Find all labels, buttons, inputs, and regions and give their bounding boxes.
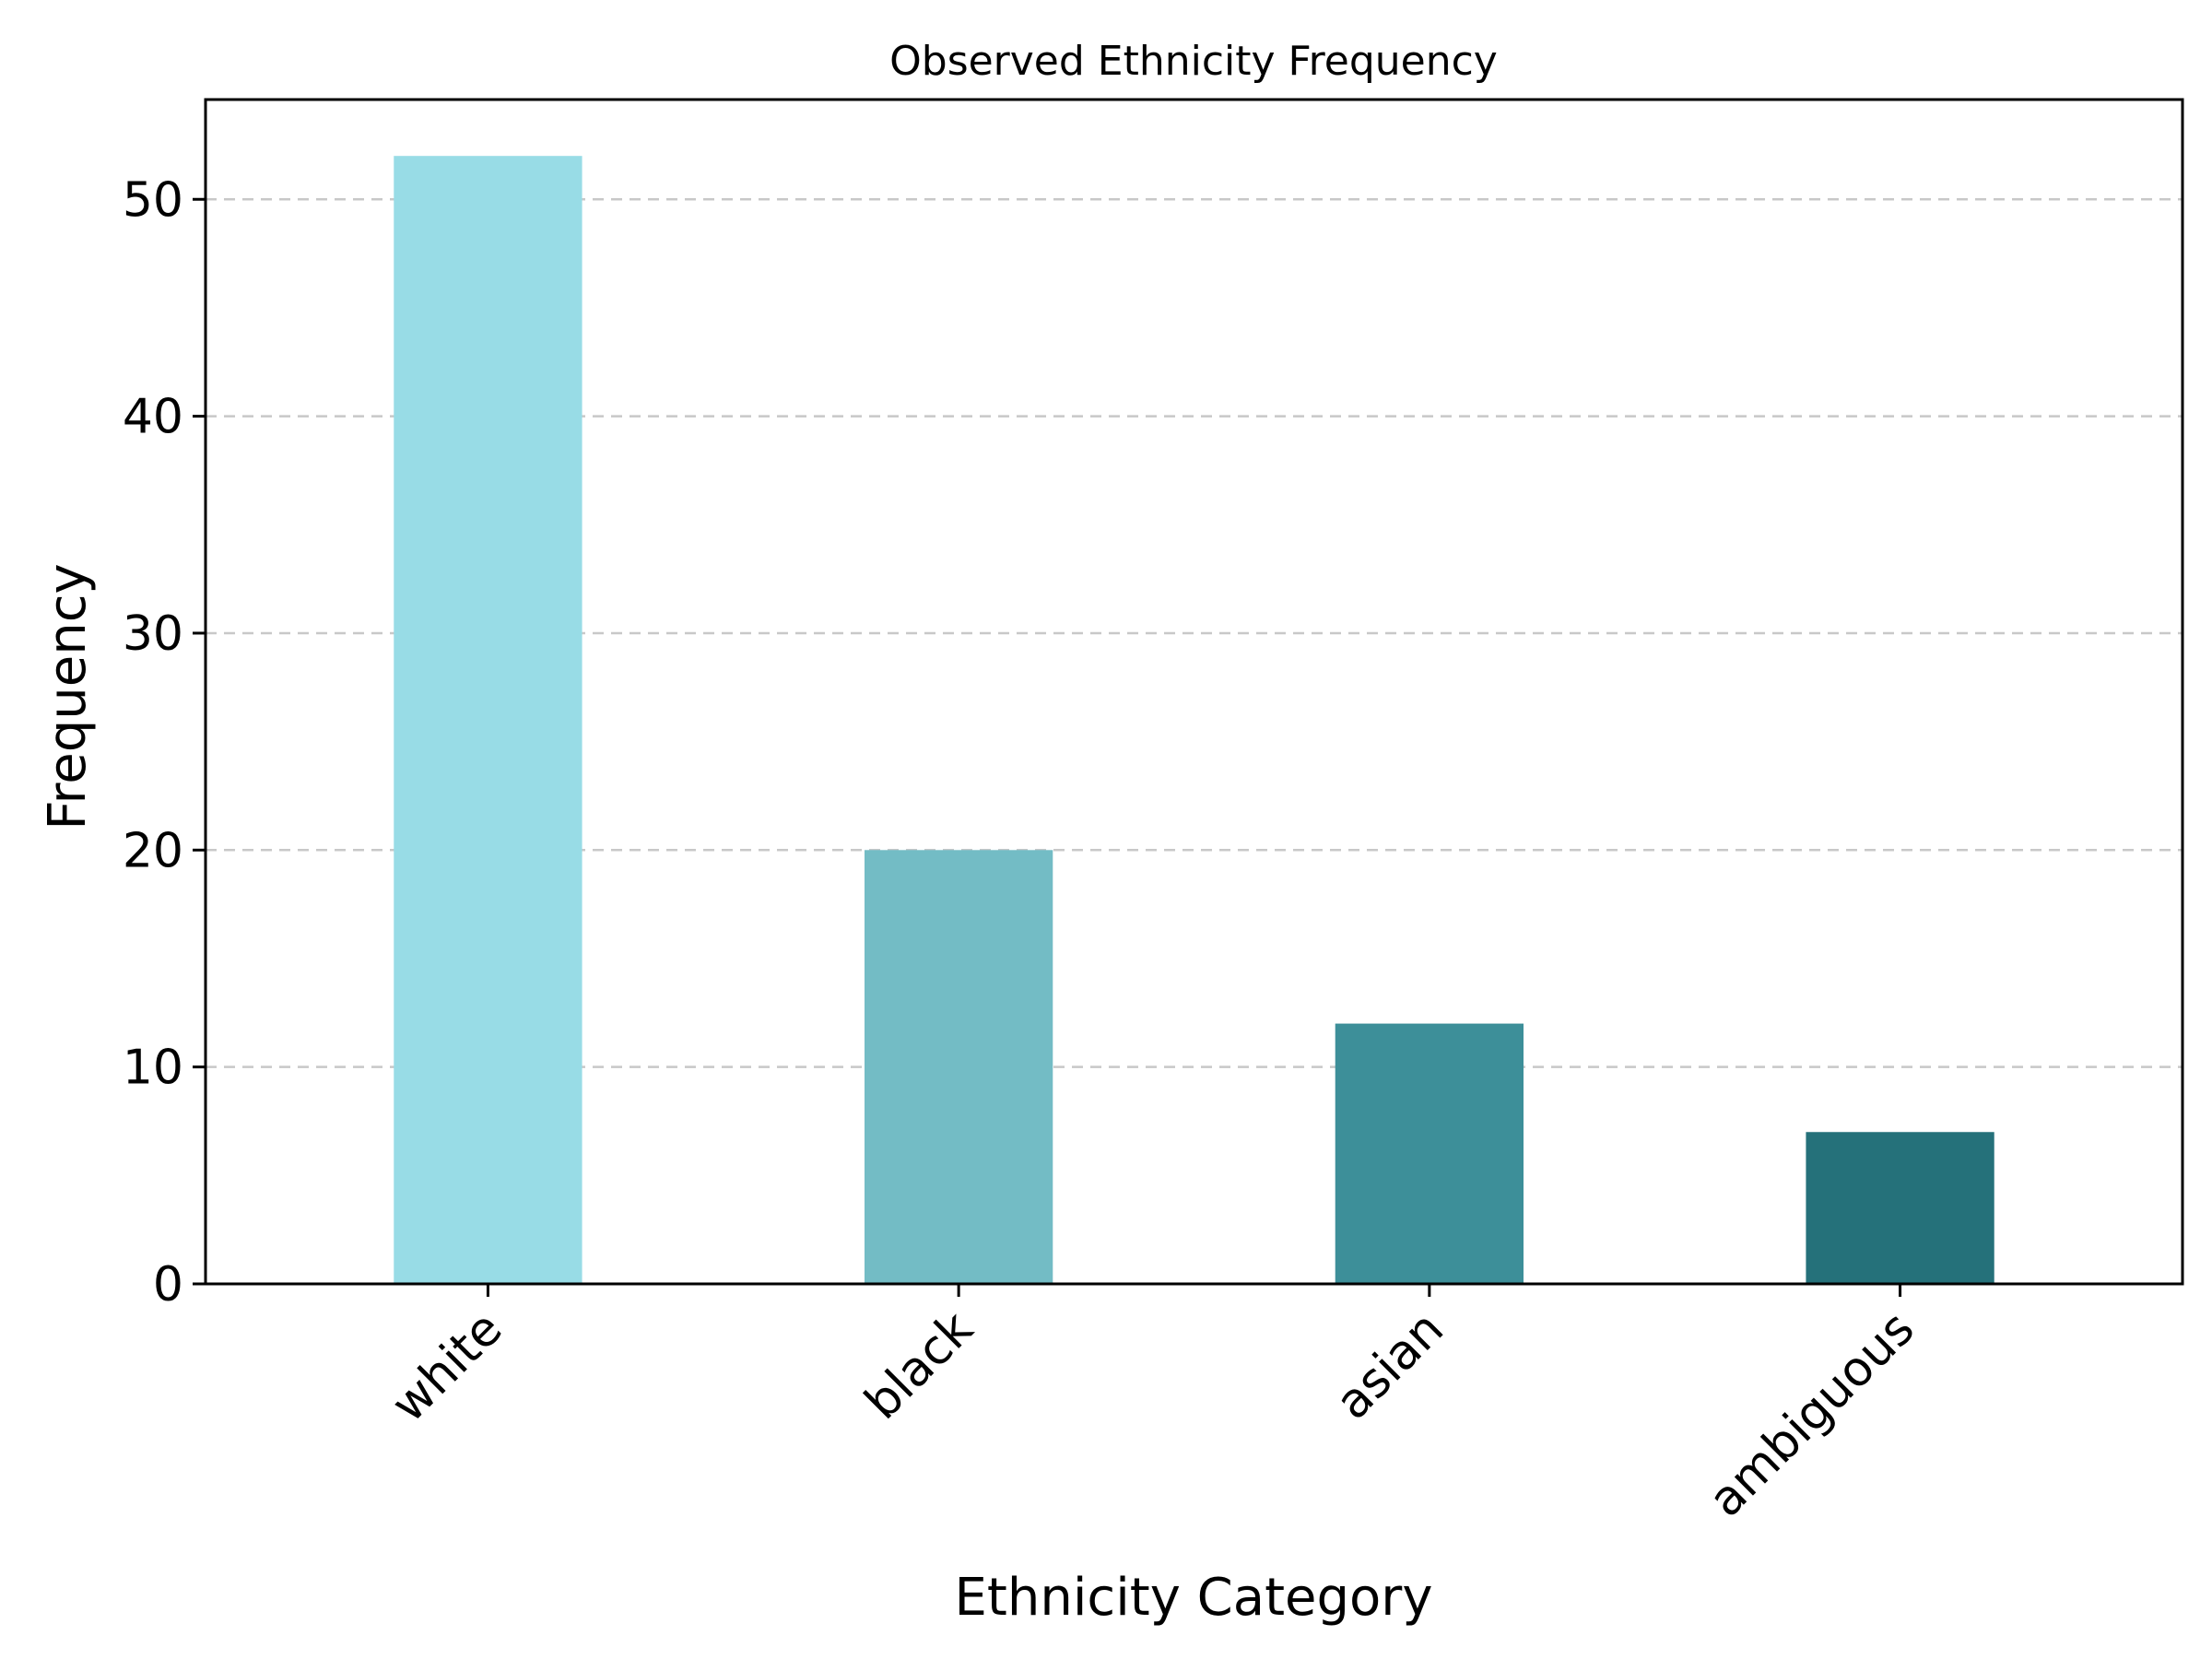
y-tick-label: 30 [123,606,183,662]
plot-frame [204,98,2184,1286]
y-ticks: 0 10 20 30 40 50 [123,172,206,1312]
bar-black [865,850,1053,1284]
y-tick-label: 20 [123,823,183,878]
x-ticks: white black asian ambiguous [382,1284,1925,1528]
bar-white [394,156,582,1285]
bar-asian [1335,1023,1524,1284]
grid-lines [206,198,2183,1068]
x-axis-label: Ethnicity Category [955,1568,1433,1628]
y-tick-label: 40 [123,390,183,445]
x-tick-label-ambiguous: ambiguous [1699,1301,1925,1528]
y-tick-label: 0 [153,1257,183,1312]
bar-ambiguous [1806,1132,1994,1284]
y-tick-label: 50 [123,172,183,228]
y-tick-label: 10 [123,1041,183,1096]
y-axis-label: Frequency [38,563,98,830]
x-tick-label-asian: asian [1325,1301,1454,1430]
x-tick-label-white: white [382,1301,513,1433]
bars [394,156,1994,1285]
x-tick-label-black: black [854,1301,983,1430]
chart-title: Observed Ethnicity Frequency [889,38,1498,85]
